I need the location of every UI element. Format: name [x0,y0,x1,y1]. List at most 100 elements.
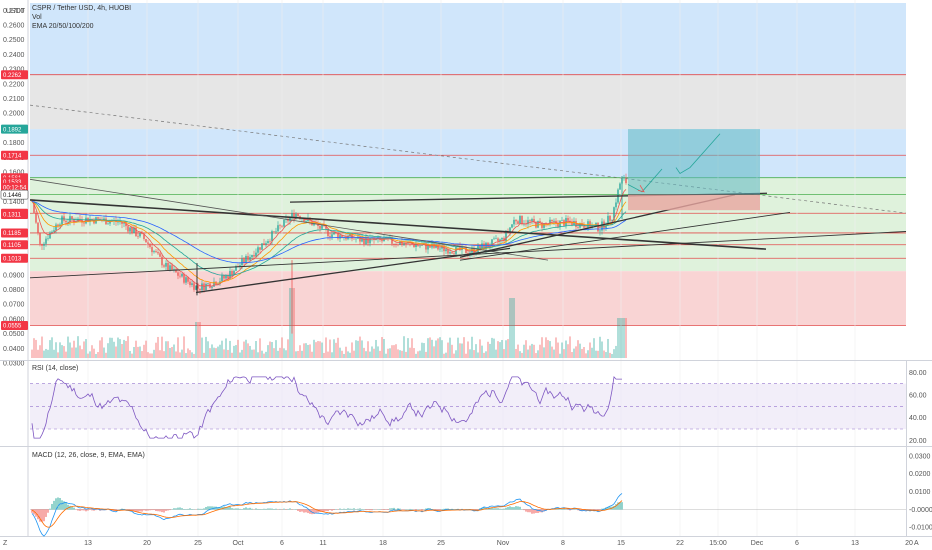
volume-bar [43,350,45,358]
macd-histogram-bar [187,508,189,510]
candle-body [467,253,469,255]
candle-body [277,225,279,232]
macd-histogram-bar [315,509,317,514]
volume-bar [569,336,571,358]
candle-body [35,212,37,223]
volume-bar [233,345,235,358]
volume-bar [125,341,127,358]
candle-body [227,275,229,279]
macd-histogram-bar [381,509,383,510]
candle-body [51,231,53,233]
candle-body [611,220,613,221]
volume-bar [217,346,219,358]
volume-bar [55,342,57,358]
candle-body [291,213,293,218]
macd-histogram-bar [571,509,573,510]
candlesticks[interactable] [31,173,627,334]
long-position-tool[interactable] [627,129,760,211]
volume-bar [197,322,199,358]
macd-histogram-bar [279,508,281,510]
candle-body [553,220,555,222]
rsi-tick-label: 80.00 [909,370,927,377]
volume-bar [225,338,227,358]
macd-histogram-bar [353,508,355,510]
volume-bar [313,339,315,358]
volume-bar [473,350,475,358]
macd-histogram-bar [69,505,71,510]
macd-histogram-bar [415,509,417,511]
ema-line [31,189,627,287]
volume-bar [555,337,557,358]
volume-bar [97,352,99,358]
volume-bar [103,347,105,358]
macd-histogram-bar [321,509,323,512]
price-tick-label: 0.2100 [3,96,25,103]
macd-histogram-bar [323,509,325,512]
trend-drawings[interactable] [29,104,907,296]
volume-bar [551,346,553,358]
rsi-panel[interactable]: RSI (14, close) [30,365,906,439]
volume-bar [203,352,205,358]
macd-histogram-bar [515,506,517,510]
candle-body [395,244,397,245]
macd-panel[interactable]: MACD (12, 26, close, 9, EMA, EMA) [30,452,906,537]
candle-body [195,285,197,290]
volume-bar [427,338,429,358]
volume-bar [341,350,343,358]
price-badge-label: 0.2262 [3,73,22,79]
macd-histogram-bar [603,508,605,510]
macd-histogram-bar [111,509,113,511]
macd-histogram-bar [395,508,397,510]
volume-bar [47,349,49,358]
volume-bar [321,342,323,358]
volume-bar [227,349,229,358]
candle-body [473,247,475,254]
zoom-z-button[interactable]: Z [3,540,8,547]
volume-bar [277,350,279,358]
macd-histogram-bar [493,508,495,510]
volume-bar [497,341,499,358]
volume-bar [513,298,515,358]
macd-histogram-bar [139,509,141,512]
volume-bar [375,339,377,358]
macd-histogram-bar [273,509,275,510]
candle-body [183,273,185,283]
candle-body [45,238,47,244]
candle-body [435,244,437,248]
macd-histogram-bar [77,509,79,511]
volume-bar [243,341,245,358]
volume-bar [557,342,559,358]
time-axis[interactable]: Z A [3,540,919,547]
macd-histogram-bar [123,508,125,510]
candle-body [123,223,125,225]
macd-histogram-bar [239,508,241,510]
volume-bar [83,341,85,358]
auto-scale-button[interactable]: A [914,540,919,547]
candle-body [125,223,127,227]
volume-bar [563,349,565,358]
macd-histogram-bar [507,506,509,510]
volume-bar [73,340,75,358]
volume-bar [135,340,137,358]
macd-tick-label: -0.0000 [909,507,932,514]
macd-histogram-bar [299,509,301,512]
macd-histogram-bar [305,509,307,513]
candle-body [59,224,61,227]
macd-histogram-bar [259,508,261,510]
macd-histogram-bar [495,508,497,510]
candle-body [519,216,521,224]
volume-bar [319,341,321,358]
macd-histogram-bar [475,509,477,510]
macd-histogram-bar [141,509,143,512]
candle-body [443,245,445,252]
volume-bar [397,349,399,358]
macd-histogram-bar [617,502,619,510]
volume-bar [343,353,345,358]
macd-histogram-bar [243,508,245,510]
volume-bar [417,351,419,358]
volume-bar [181,349,183,358]
candle-body [345,237,347,240]
macd-legend: MACD (12, 26, close, 9, EMA, EMA) [32,452,145,459]
macd-histogram-bar [619,502,621,510]
